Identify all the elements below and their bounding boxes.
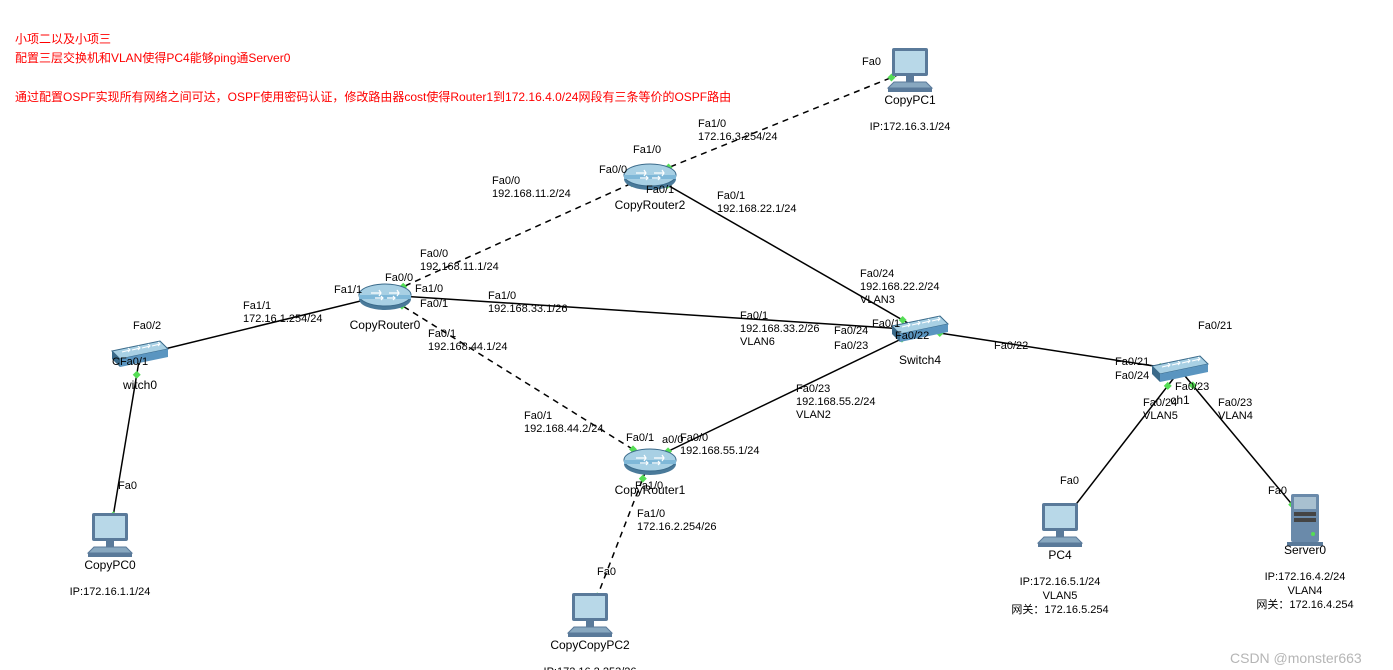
port-label: Fa1/1 xyxy=(334,284,362,297)
port-label: Fa0/1 192.168.44.1/24 xyxy=(428,328,508,354)
port-label: Fa0/21 xyxy=(1115,356,1149,369)
port-label: CFa0/1 xyxy=(112,356,148,369)
port-label: Fa0/24 VLAN5 xyxy=(1143,397,1178,423)
node-label: CopyRouter0 xyxy=(350,318,421,332)
node-info: IP:172.16.2.253/26 xyxy=(544,666,637,670)
node-info: 网关：172.16.5.254 xyxy=(1011,602,1108,616)
port-label: Fa0/1 xyxy=(420,298,448,311)
watermark: CSDN @monster663 xyxy=(1230,650,1362,666)
port-label: Fa0 xyxy=(862,56,881,69)
port-label: Fa0/0 192.168.11.2/24 xyxy=(492,175,571,201)
port-label: a0/0 xyxy=(662,434,683,447)
router-icon[interactable] xyxy=(624,449,676,475)
port-label: Fa0/2 xyxy=(133,320,161,333)
node-info: VLAN5 xyxy=(1043,590,1078,602)
port-label: Fa0/22 xyxy=(994,340,1028,353)
port-label: Fa1/0 xyxy=(635,480,663,493)
port-label: Fa0/1 xyxy=(646,184,674,197)
node-label: Switch4 xyxy=(899,353,941,367)
node-info: IP:172.16.3.1/24 xyxy=(870,121,951,133)
port-label: Fa1/1 172.16.1.254/24 xyxy=(243,300,323,326)
port-label: Fa1/0 xyxy=(415,283,443,296)
port-label: Fa0 xyxy=(1268,485,1287,498)
node-label: witch0 xyxy=(122,378,157,392)
port-label: Fa0 xyxy=(1060,475,1079,488)
port-label: Fa1/0 xyxy=(633,144,661,157)
node-label: Server0 xyxy=(1284,543,1326,557)
port-label: Fa0/0 192.168.55.1/24 xyxy=(680,432,760,458)
port-label: Fa0 xyxy=(118,480,137,493)
port-label: Fa0/0 xyxy=(599,164,627,177)
node-info: 网关：172.16.4.254 xyxy=(1256,597,1353,611)
port-label: Fa0/23 VLAN4 xyxy=(1218,397,1253,423)
port-label: Fa0/23 xyxy=(1175,381,1209,394)
port-label: Fa0/0 xyxy=(385,272,413,285)
router-icon[interactable] xyxy=(359,284,411,310)
node-label: CopyCopyPC2 xyxy=(550,638,630,652)
port-label: Fa0/22 xyxy=(895,330,929,343)
port-label: Fa0/24 192.168.22.2/24 VLAN3 xyxy=(860,268,940,308)
node-label: CopyPC1 xyxy=(884,93,936,107)
port-label: Fa0/21 xyxy=(1198,320,1232,333)
port-label: Fa0 xyxy=(597,566,616,579)
pc-icon[interactable] xyxy=(1038,503,1082,547)
pc-icon[interactable] xyxy=(568,593,612,637)
port-label: Fa0/23 192.168.55.2/24 VLAN2 xyxy=(796,383,876,423)
node-label: CopyRouter2 xyxy=(615,198,686,212)
pc-icon[interactable] xyxy=(88,513,132,557)
port-label: Fa0/24 xyxy=(1115,370,1149,383)
port-label: Fa0/23 xyxy=(834,340,868,353)
port-label: Fa0/24 xyxy=(834,325,868,338)
pc-icon[interactable] xyxy=(888,48,932,92)
node-label: PC4 xyxy=(1048,548,1072,562)
server-icon[interactable] xyxy=(1287,494,1323,546)
port-label: Fa1/0 172.16.2.254/26 xyxy=(637,508,717,534)
node-label: CopyPC0 xyxy=(84,558,136,572)
node-info: VLAN4 xyxy=(1288,585,1323,597)
node-info: IP:172.16.4.2/24 xyxy=(1265,571,1346,583)
port-label: Fa0/1 192.168.22.1/24 xyxy=(717,190,797,216)
node-info: IP:172.16.5.1/24 xyxy=(1020,576,1101,588)
node-info: IP:172.16.1.1/24 xyxy=(70,586,151,598)
instruction-text: 小项二以及小项三 配置三层交换机和VLAN使得PC4能够ping通Server0… xyxy=(15,30,731,107)
port-label: Fa0/1 192.168.33.2/26 VLAN6 xyxy=(740,310,820,350)
port-label: Fa0/0 192.168.11.1/24 xyxy=(420,248,499,274)
port-label: Fa1/0 172.16.3.254/24 xyxy=(698,118,778,144)
port-label: Fa1/0 192.168.33.1/26 xyxy=(488,290,568,316)
switch-icon[interactable] xyxy=(1152,356,1208,382)
port-label: Fa0/1 192.168.44.2/24 xyxy=(524,410,604,436)
port-label: Fa0/1 xyxy=(626,432,654,445)
